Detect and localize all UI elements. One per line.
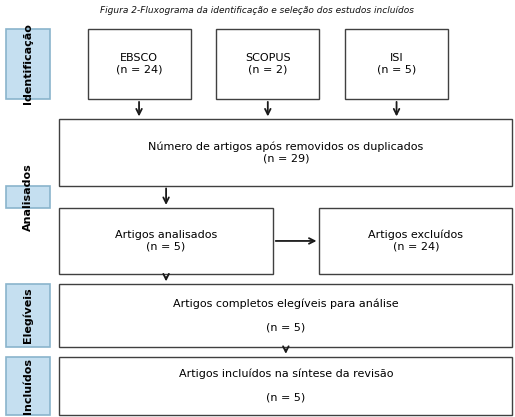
Text: Identificação: Identificação xyxy=(23,23,33,104)
Text: Figura 2-Fluxograma da identificação e seleção dos estudos incluídos: Figura 2-Fluxograma da identificação e s… xyxy=(100,6,415,15)
Text: SCOPUS
(n = 2): SCOPUS (n = 2) xyxy=(245,53,290,75)
Text: EBSCO
(n = 24): EBSCO (n = 24) xyxy=(116,53,162,75)
Text: Artigos incluídos na síntese da revisão

(n = 5): Artigos incluídos na síntese da revisão … xyxy=(179,369,393,403)
Text: Artigos excluídos
(n = 24): Artigos excluídos (n = 24) xyxy=(368,230,464,252)
FancyBboxPatch shape xyxy=(6,357,50,415)
FancyBboxPatch shape xyxy=(59,119,512,186)
FancyBboxPatch shape xyxy=(6,284,50,347)
Text: Número de artigos após removidos os duplicados
(n = 29): Número de artigos após removidos os dupl… xyxy=(148,141,423,163)
FancyBboxPatch shape xyxy=(6,29,50,99)
Text: Incluídos: Incluídos xyxy=(23,358,33,414)
Text: Elegíveis: Elegíveis xyxy=(23,288,33,343)
FancyBboxPatch shape xyxy=(216,29,319,99)
Text: ISI
(n = 5): ISI (n = 5) xyxy=(377,53,416,75)
FancyBboxPatch shape xyxy=(59,284,512,347)
FancyBboxPatch shape xyxy=(59,208,273,274)
FancyBboxPatch shape xyxy=(345,29,448,99)
FancyBboxPatch shape xyxy=(88,29,191,99)
Text: Analisados: Analisados xyxy=(23,163,33,231)
Text: Artigos completos elegíveis para análise

(n = 5): Artigos completos elegíveis para análise… xyxy=(173,299,399,332)
FancyBboxPatch shape xyxy=(59,357,512,415)
Text: Artigos analisados
(n = 5): Artigos analisados (n = 5) xyxy=(115,230,217,252)
FancyBboxPatch shape xyxy=(319,208,512,274)
FancyBboxPatch shape xyxy=(6,186,50,208)
